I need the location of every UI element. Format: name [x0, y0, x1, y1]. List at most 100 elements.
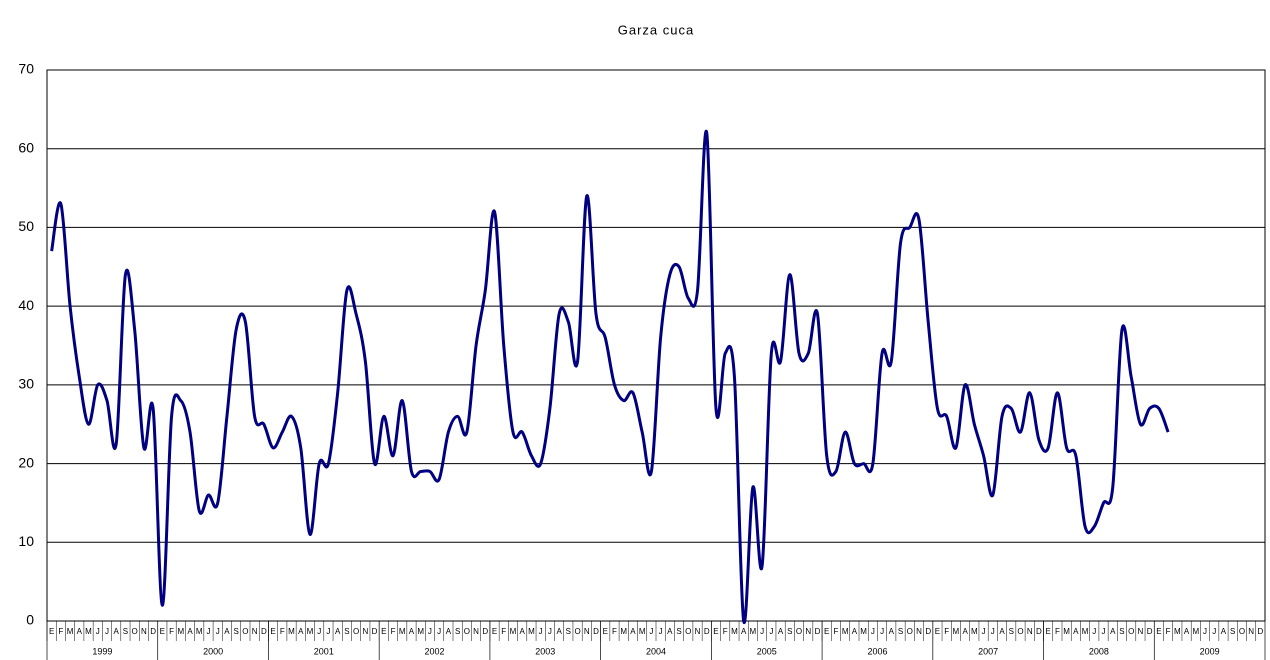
x-tick-label: D — [482, 627, 488, 636]
x-tick-label: J — [769, 627, 773, 636]
x-tick-label: A — [224, 627, 230, 636]
x-tick-label: A — [889, 627, 895, 636]
x-tick-label: A — [114, 627, 120, 636]
x-tick-label: M — [1174, 627, 1181, 636]
x-tick-label: M — [399, 627, 406, 636]
x-tick-label: D — [150, 627, 156, 636]
y-tick-label: 40 — [18, 297, 34, 313]
x-tick-label: M — [177, 627, 184, 636]
x-tick-label: S — [1119, 627, 1124, 636]
x-tick-label: J — [539, 627, 543, 636]
chart-title: Garza cuca — [618, 22, 694, 37]
x-tick-label: D — [1036, 627, 1042, 636]
year-label: 2004 — [646, 646, 666, 656]
x-tick-label: J — [548, 627, 552, 636]
x-tick-label: O — [796, 627, 802, 636]
x-tick-label: J — [871, 627, 875, 636]
x-tick-label: J — [991, 627, 995, 636]
x-tick-label: O — [574, 627, 580, 636]
x-tick-label: E — [935, 627, 940, 636]
x-tick-label: J — [1212, 627, 1216, 636]
x-tick-label: A — [999, 627, 1005, 636]
x-tick-label: M — [67, 627, 74, 636]
x-tick-label: O — [907, 627, 913, 636]
y-tick-label: 50 — [18, 218, 34, 234]
x-tick-label: A — [520, 627, 526, 636]
x-tick-label: M — [417, 627, 424, 636]
x-tick-label: N — [584, 627, 590, 636]
x-tick-label: A — [446, 627, 452, 636]
x-tick-label: J — [326, 627, 330, 636]
x-tick-label: N — [141, 627, 147, 636]
x-tick-label: F — [501, 627, 506, 636]
x-tick-label: J — [1102, 627, 1106, 636]
x-tick-label: E — [492, 627, 497, 636]
x-tick-label: J — [1092, 627, 1096, 636]
x-tick-label: J — [206, 627, 210, 636]
x-tick-label: A — [409, 627, 415, 636]
x-tick-label: E — [1156, 627, 1161, 636]
x-tick-label: J — [659, 627, 663, 636]
year-label: 2001 — [314, 646, 334, 656]
y-tick-label: 70 — [18, 61, 34, 77]
x-tick-label: E — [160, 627, 165, 636]
x-tick-label: J — [105, 627, 109, 636]
x-tick-label: D — [593, 627, 599, 636]
x-tick-label: S — [1230, 627, 1235, 636]
x-tick-label: A — [1073, 627, 1079, 636]
x-tick-label: A — [630, 627, 636, 636]
x-tick-label: S — [1009, 627, 1014, 636]
x-tick-label: J — [428, 627, 432, 636]
x-tick-label: N — [362, 627, 368, 636]
x-tick-label: N — [473, 627, 479, 636]
data-line — [50, 129, 1170, 625]
x-tick-label: S — [787, 627, 792, 636]
x-tick-label: J — [437, 627, 441, 636]
x-tick-label: A — [778, 627, 784, 636]
x-tick-label: J — [649, 627, 653, 636]
x-tick-label: D — [815, 627, 821, 636]
x-tick-label: S — [233, 627, 238, 636]
x-tick-label: E — [381, 627, 386, 636]
x-tick-label: N — [1138, 627, 1144, 636]
x-tick-label: E — [603, 627, 608, 636]
x-tick-label: F — [280, 627, 285, 636]
x-tick-label: S — [676, 627, 681, 636]
x-tick-label: F — [612, 627, 617, 636]
x-tick-label: M — [620, 627, 627, 636]
x-tick-label: S — [898, 627, 903, 636]
x-tick-label: N — [695, 627, 701, 636]
x-tick-label: M — [1082, 627, 1089, 636]
x-tick-label: J — [216, 627, 220, 636]
x-tick-label: A — [187, 627, 193, 636]
x-tick-label: F — [169, 627, 174, 636]
x-tick-label: D — [925, 627, 931, 636]
x-tick-label: N — [1027, 627, 1033, 636]
x-tick-label: O — [242, 627, 248, 636]
x-tick-label: A — [1184, 627, 1190, 636]
x-tick-label: M — [750, 627, 757, 636]
x-tick-label: N — [805, 627, 811, 636]
x-tick-label: D — [1257, 627, 1263, 636]
x-tick-label: F — [391, 627, 396, 636]
x-tick-label: J — [96, 627, 100, 636]
x-tick-label: A — [1110, 627, 1116, 636]
x-tick-label: A — [667, 627, 673, 636]
x-tick-label: J — [982, 627, 986, 636]
x-tick-label: J — [1203, 627, 1207, 636]
year-label: 2007 — [978, 646, 998, 656]
y-tick-label: 60 — [18, 139, 34, 155]
year-label: 2003 — [535, 646, 555, 656]
y-tick-label: 30 — [18, 376, 34, 392]
x-tick-label: S — [344, 627, 349, 636]
x-tick-label: D — [372, 627, 378, 636]
x-tick-label: A — [77, 627, 83, 636]
y-tick-label: 0 — [26, 612, 34, 628]
x-tick-label: M — [288, 627, 295, 636]
plot-area — [46, 69, 1266, 622]
x-tick-label: J — [317, 627, 321, 636]
x-tick-label: E — [49, 627, 54, 636]
x-tick-label: O — [1017, 627, 1023, 636]
x-tick-label: M — [971, 627, 978, 636]
